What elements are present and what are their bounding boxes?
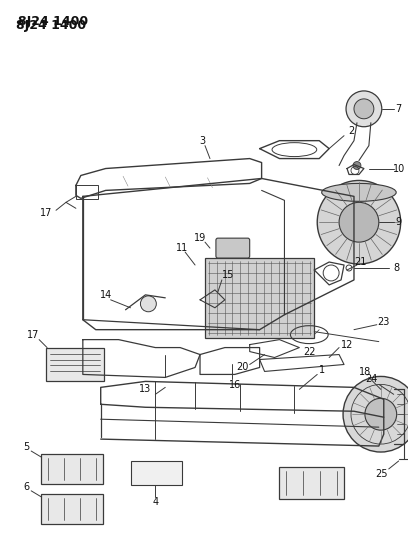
Text: 17: 17 bbox=[40, 208, 52, 219]
Text: 8: 8 bbox=[393, 263, 400, 273]
Text: 8J24 1400: 8J24 1400 bbox=[18, 15, 88, 28]
Circle shape bbox=[365, 398, 397, 430]
Text: 25: 25 bbox=[375, 469, 388, 479]
Text: 12: 12 bbox=[341, 340, 353, 350]
Text: 11: 11 bbox=[176, 243, 188, 253]
Text: 10: 10 bbox=[393, 164, 405, 174]
Text: 6: 6 bbox=[23, 482, 29, 492]
Text: 22: 22 bbox=[303, 346, 315, 357]
Text: 1: 1 bbox=[319, 366, 325, 375]
Circle shape bbox=[353, 161, 361, 169]
Bar bbox=[205, 258, 314, 337]
Circle shape bbox=[339, 203, 379, 242]
Circle shape bbox=[354, 99, 374, 119]
Bar bbox=[76, 185, 98, 199]
Text: 20: 20 bbox=[236, 362, 249, 373]
Text: 4: 4 bbox=[152, 497, 158, 507]
Circle shape bbox=[317, 181, 401, 264]
Text: 15: 15 bbox=[222, 270, 234, 280]
Text: 2: 2 bbox=[348, 126, 354, 136]
Text: 13: 13 bbox=[139, 384, 151, 394]
Circle shape bbox=[140, 296, 156, 312]
Text: 3: 3 bbox=[199, 136, 205, 146]
Bar bbox=[130, 461, 182, 485]
Text: 16: 16 bbox=[229, 381, 241, 390]
Text: 9: 9 bbox=[396, 217, 402, 227]
Text: 8J24 1400: 8J24 1400 bbox=[16, 19, 86, 33]
Text: 21: 21 bbox=[355, 257, 367, 267]
Text: 17: 17 bbox=[27, 329, 39, 340]
Bar bbox=[41, 494, 103, 523]
Text: 14: 14 bbox=[99, 290, 112, 300]
Circle shape bbox=[343, 376, 409, 452]
Bar bbox=[279, 467, 344, 499]
Text: 18: 18 bbox=[359, 367, 371, 377]
FancyBboxPatch shape bbox=[216, 238, 249, 258]
Bar bbox=[46, 348, 104, 382]
Text: 19: 19 bbox=[194, 233, 206, 243]
Text: 7: 7 bbox=[396, 104, 402, 114]
Bar bbox=[41, 454, 103, 484]
Text: 5: 5 bbox=[23, 442, 29, 452]
Text: 24: 24 bbox=[366, 374, 378, 384]
Text: 23: 23 bbox=[378, 317, 390, 327]
Circle shape bbox=[346, 91, 382, 127]
Ellipse shape bbox=[322, 183, 396, 201]
